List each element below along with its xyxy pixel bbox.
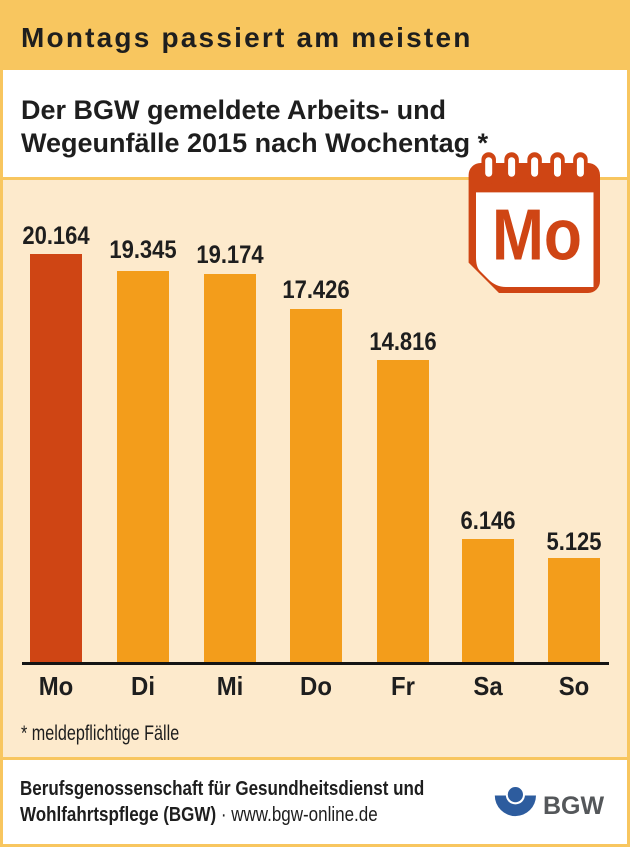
svg-text:Mo: Mo — [492, 195, 582, 275]
svg-text:BGW: BGW — [543, 792, 605, 820]
